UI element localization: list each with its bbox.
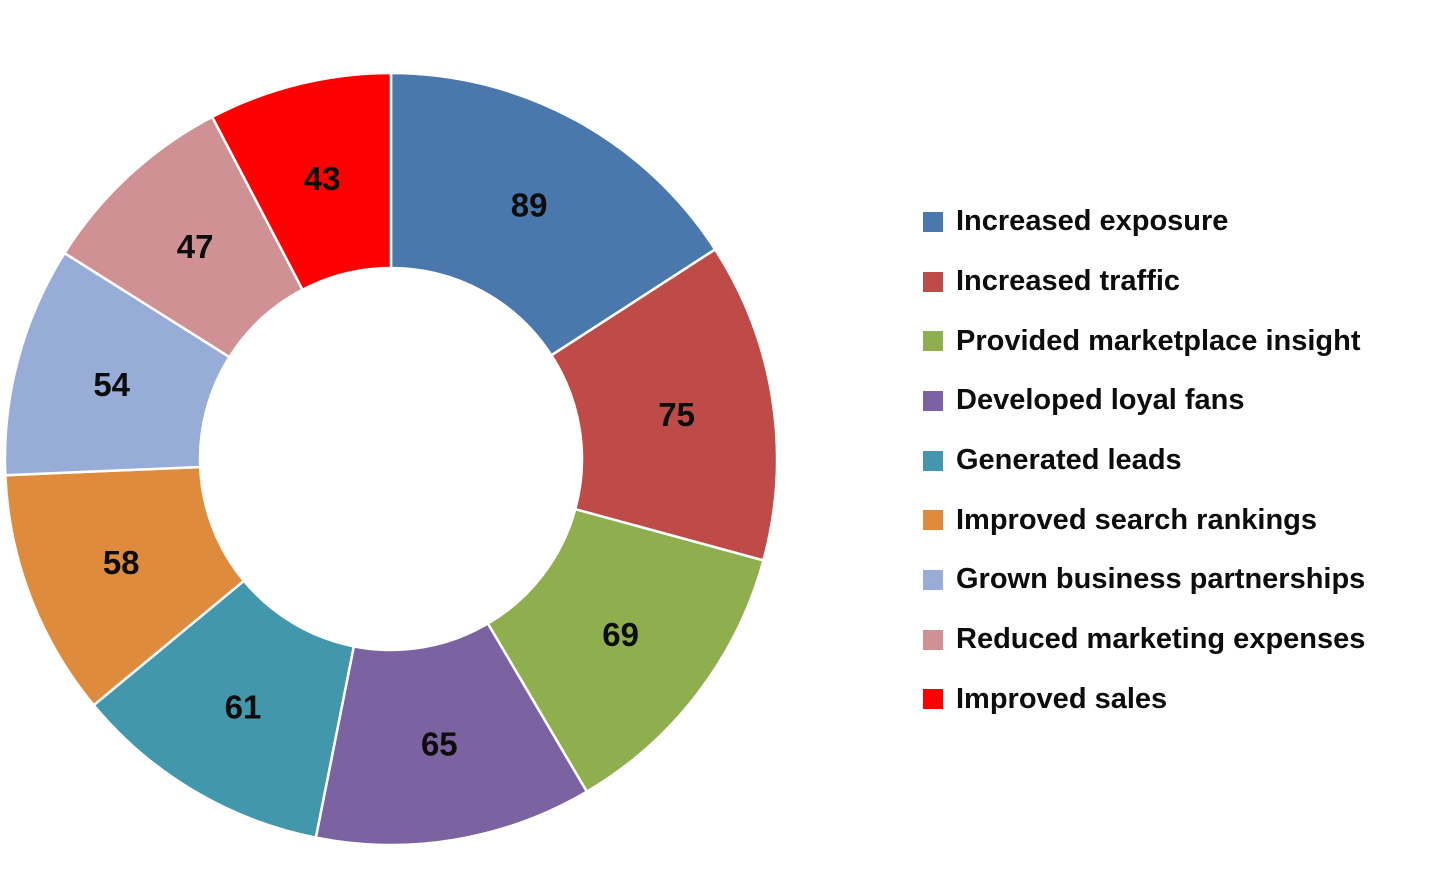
data-label-provided-marketplace-insight: 69 — [602, 616, 639, 653]
legend-item-reduced-marketing-expenses: Reduced marketing expenses — [923, 610, 1365, 670]
data-label-increased-traffic: 75 — [658, 396, 695, 433]
legend-label: Grown business partnerships — [956, 563, 1366, 596]
donut-segment-generated-leads — [92, 579, 356, 839]
legend-item-increased-exposure: Increased exposure — [923, 192, 1365, 252]
legend-item-developed-loyal-fans: Developed loyal fans — [923, 371, 1365, 431]
legend-label: Provided marketplace insight — [956, 324, 1361, 357]
donut-segment-increased-traffic — [550, 248, 779, 562]
chart-legend: Increased exposure Increased traffic Provi… — [923, 192, 1365, 729]
data-label-generated-leads: 61 — [225, 689, 262, 726]
legend-swatch — [923, 331, 943, 352]
legend-swatch — [923, 450, 943, 471]
legend-item-increased-traffic: Increased traffic — [923, 252, 1365, 312]
donut-segment-developed-loyal-fans — [314, 622, 589, 847]
data-label-improved-sales: 43 — [304, 160, 341, 197]
legend-swatch — [923, 629, 943, 650]
legend-label: Increased traffic — [956, 265, 1181, 298]
donut-segment-provided-marketplace-insight — [486, 507, 765, 793]
data-label-improved-search-rankings: 58 — [103, 544, 140, 581]
legend-swatch — [923, 211, 943, 232]
legend-item-improved-search-rankings: Improved search rankings — [923, 490, 1365, 550]
legend-item-improved-sales: Improved sales — [923, 670, 1365, 730]
legend-swatch — [923, 689, 943, 710]
data-label-reduced-marketing-expenses: 47 — [177, 228, 214, 265]
legend-label: Developed loyal fans — [956, 384, 1245, 417]
legend-item-provided-marketplace-insight: Provided marketplace insight — [923, 311, 1365, 371]
donut-chart: 89 75 69 65 61 58 54 47 43 — [3, 71, 779, 847]
legend-label: Generated leads — [956, 444, 1182, 477]
data-label-increased-exposure: 89 — [511, 187, 548, 224]
data-label-grown-business-partnerships: 54 — [93, 366, 130, 403]
legend-swatch — [923, 510, 943, 531]
legend-label: Reduced marketing expenses — [956, 623, 1366, 656]
legend-label: Increased exposure — [956, 205, 1229, 238]
legend-swatch — [923, 271, 943, 292]
donut-segment-improved-search-rankings — [4, 465, 246, 707]
legend-label: Improved sales — [956, 682, 1168, 715]
donut-segment-increased-exposure — [389, 71, 717, 357]
legend-swatch — [923, 390, 943, 411]
legend-item-generated-leads: Generated leads — [923, 431, 1365, 491]
donut-segment-improved-sales — [210, 71, 393, 291]
legend-swatch — [923, 569, 943, 590]
legend-label: Improved search rankings — [956, 503, 1318, 536]
data-label-developed-loyal-fans: 65 — [421, 725, 458, 762]
legend-item-grown-business-partnerships: Grown business partnerships — [923, 550, 1365, 610]
